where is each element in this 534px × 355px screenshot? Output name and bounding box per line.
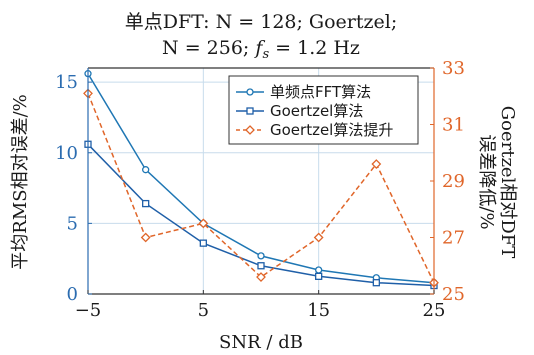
series3-point-4 xyxy=(313,232,324,243)
legend-label-series2: Goertzel算法 xyxy=(270,102,363,120)
x-tick-label-3: 25 xyxy=(423,300,446,321)
x-tick-label-1: 5 xyxy=(198,300,209,321)
series2-point-2 xyxy=(199,239,207,247)
y-left-tick-label-2: 10 xyxy=(55,143,78,164)
y-left-tick-label-0: 0 xyxy=(67,284,78,305)
series2-point-1 xyxy=(142,199,150,208)
x-axis-label: SNR / dB xyxy=(219,332,303,353)
legend-marker-series3 xyxy=(245,125,255,135)
series3-point-2 xyxy=(198,218,209,229)
y-left-tick-label-3: 15 xyxy=(55,72,78,93)
series2-point-4 xyxy=(315,272,323,280)
y-right-tick-label-2: 29 xyxy=(442,171,465,192)
legend-item-series2: Goertzel算法 xyxy=(236,102,363,120)
legend-item-series1: 单频点FFT算法 xyxy=(236,83,371,101)
legend-item-series3: Goertzel算法提升 xyxy=(236,121,393,139)
series1-point-4 xyxy=(315,266,323,274)
x-tick-label-0: −5 xyxy=(75,300,102,321)
chart-title-line1: 单点DFT: N = 128; Goertzel; xyxy=(125,11,398,33)
y-axis-label-right-line1: Goertzel相对DFT xyxy=(497,106,518,259)
legend-label-series3: Goertzel算法提升 xyxy=(270,121,393,139)
y-axis-label-left: 平均RMS相对误差/% xyxy=(10,94,31,269)
y-right-tick-label-0: 25 xyxy=(442,284,465,305)
y-left-tick-label-1: 5 xyxy=(67,213,78,234)
series2-point-3 xyxy=(257,262,265,270)
ticks: −5 5 15 25 0 5 10 15 25 27 29 31 33 xyxy=(55,58,465,321)
y-axis-label-right-line2: 误差降低/% xyxy=(476,134,497,229)
y-right-tick-label-3: 31 xyxy=(442,115,465,136)
legend-label-series1: 单频点FFT算法 xyxy=(270,83,371,101)
legend-box xyxy=(228,75,419,145)
y-right-tick-label-1: 27 xyxy=(442,228,465,249)
series2-point-5 xyxy=(372,279,380,287)
legend-marker-series1 xyxy=(246,88,254,96)
series1-point-3 xyxy=(257,252,265,260)
series1-point-1 xyxy=(142,166,150,174)
series3-point-1 xyxy=(140,232,151,243)
x-tick-label-2: 15 xyxy=(307,300,330,321)
series3-point-3 xyxy=(256,272,266,282)
series-layer xyxy=(83,70,439,290)
y-right-tick-label-4: 33 xyxy=(442,58,465,79)
legend: 单频点FFT算法 Goertzel算法 Goertzel算法提升 xyxy=(228,75,419,145)
series3-point-5 xyxy=(371,159,382,169)
chart-title-line2: N = 256; fs = 1.2 Hz xyxy=(162,37,360,62)
legend-marker-series2 xyxy=(246,107,254,115)
